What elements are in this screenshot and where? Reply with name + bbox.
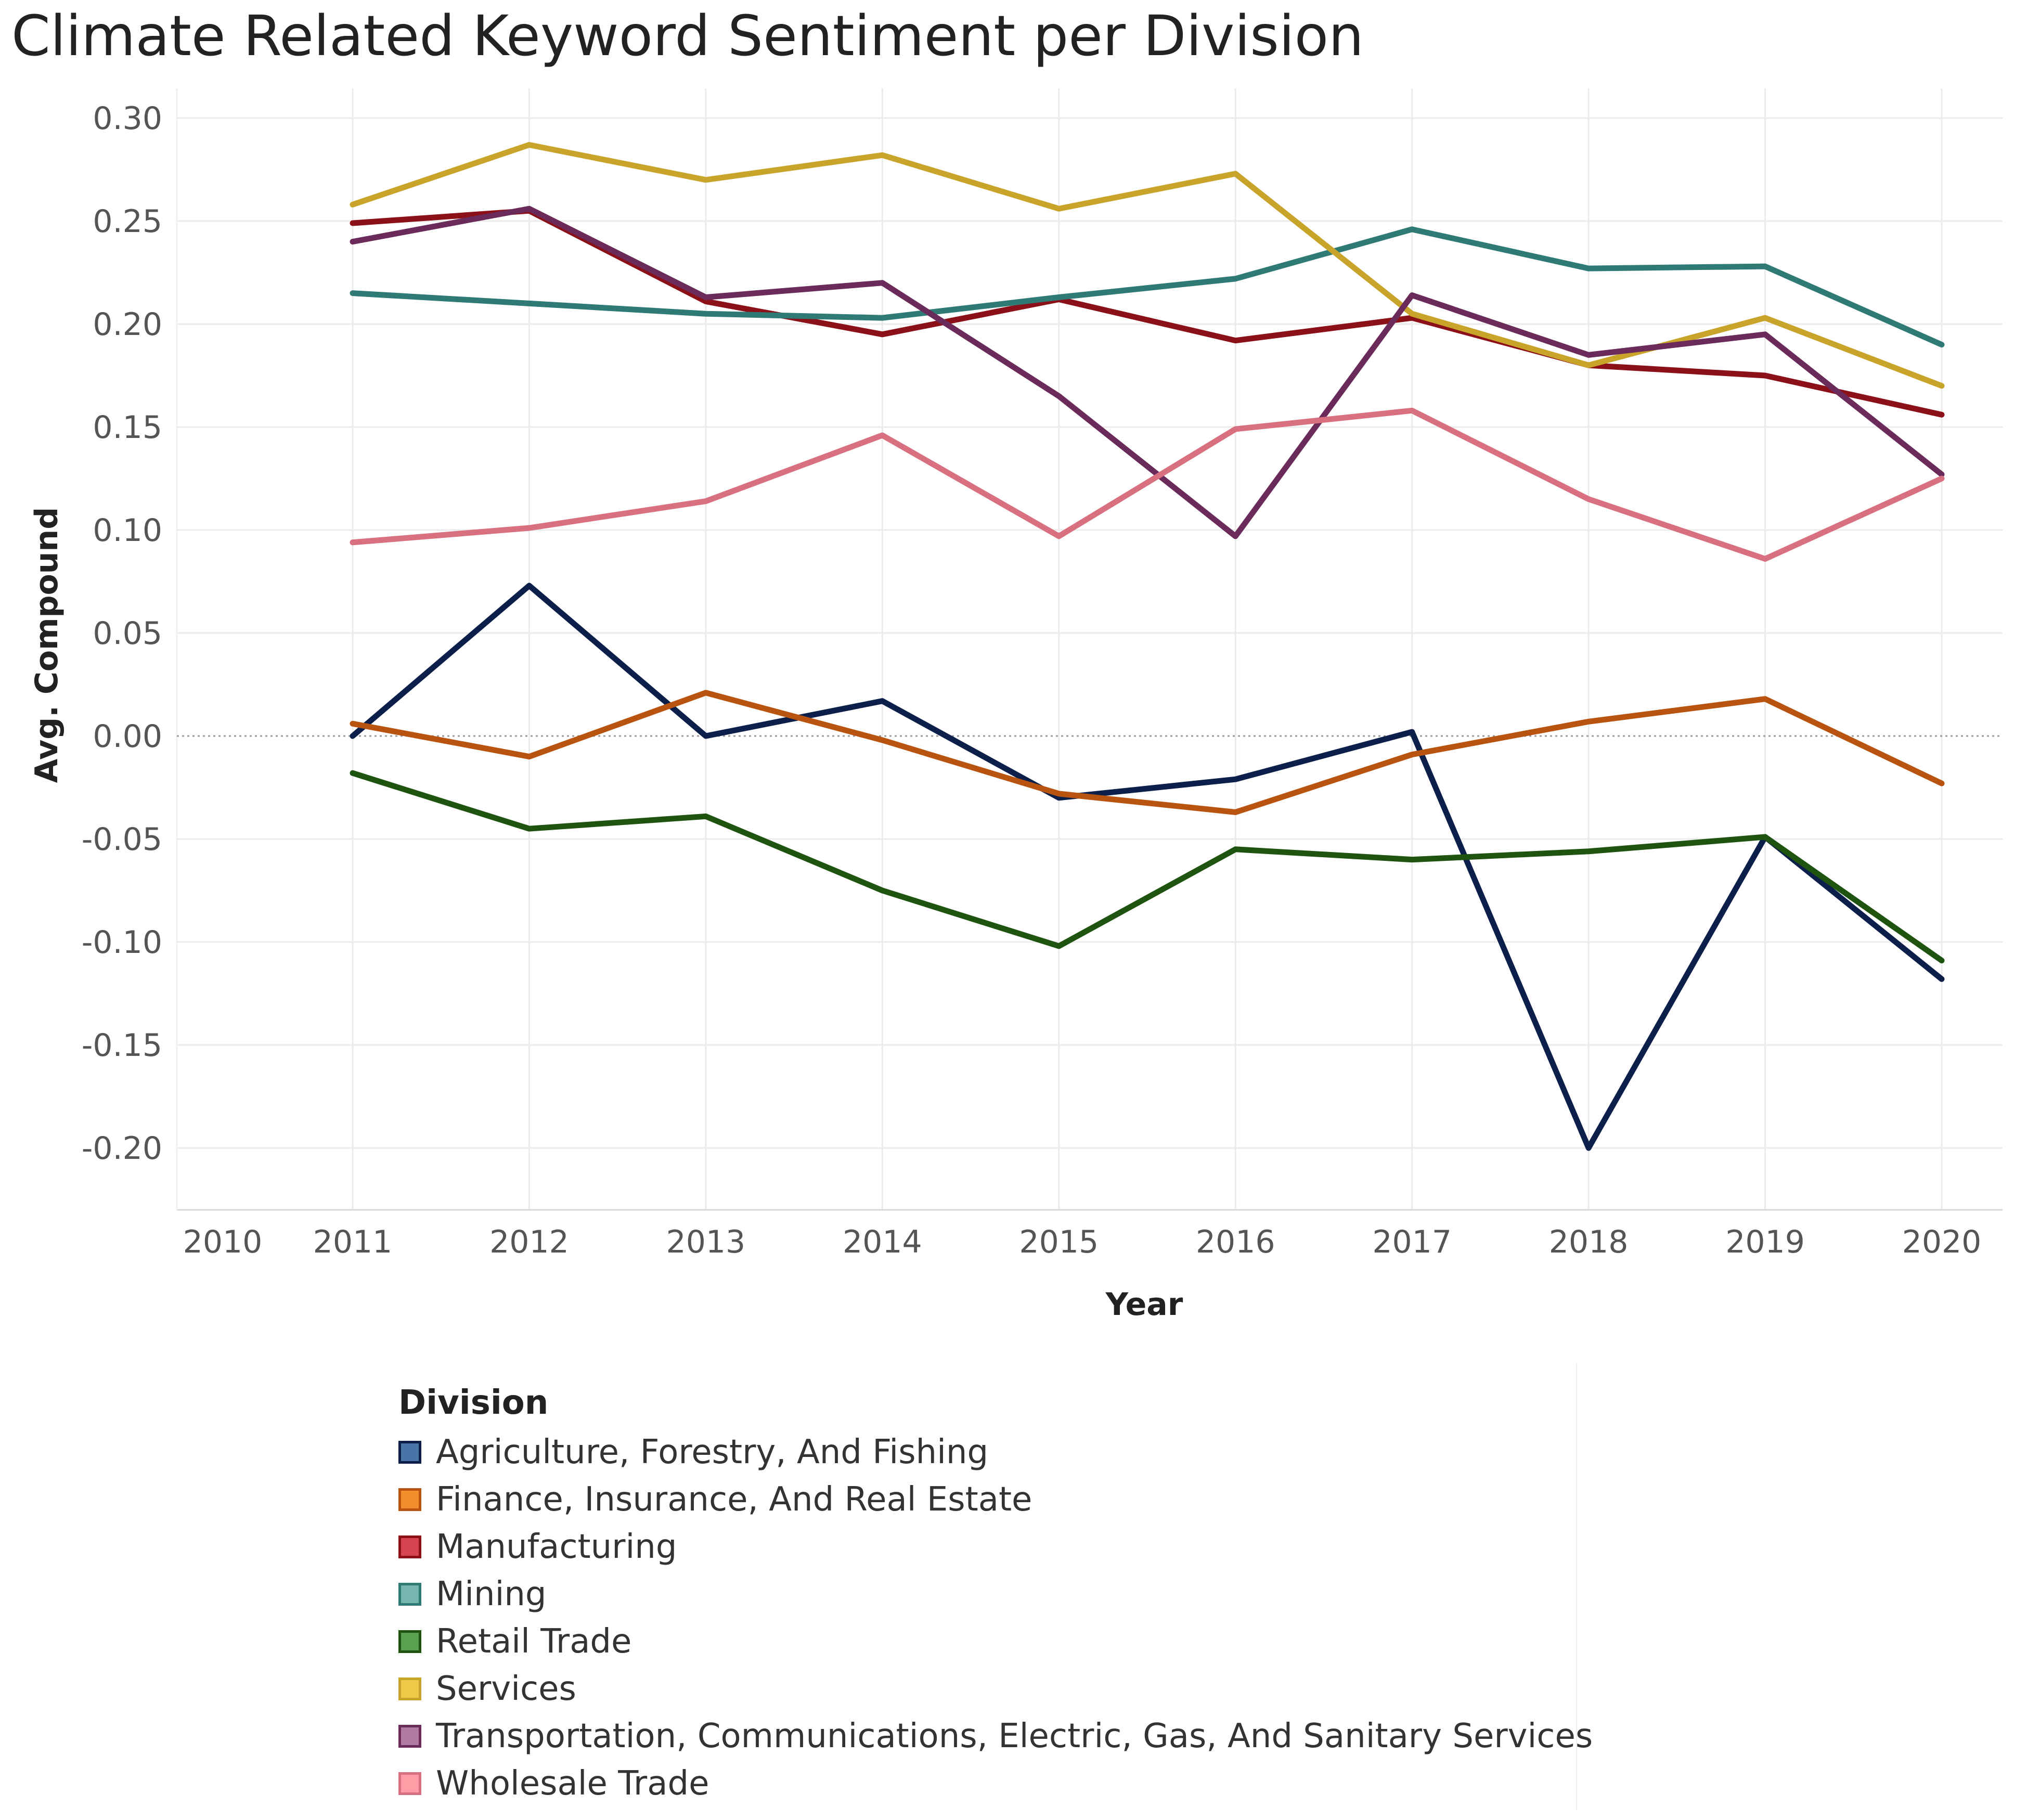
x-tick-labels: 2010 2011 2012 2013 2014 2015 2016 2017 2018 2019…	[183, 1224, 1982, 1260]
series-line-transportation-communications-electric-gas-and-sanitary-services	[350, 205, 1945, 539]
legend-items: Agriculture, Forestry, And Fishing Financ…	[398, 1428, 1593, 1807]
x-tick-label: 2017	[1372, 1224, 1452, 1260]
x-tick-label: 2011	[313, 1224, 393, 1260]
x-tick-label: 2020	[1902, 1224, 1982, 1260]
grid-layer	[176, 88, 2003, 1211]
legend-swatch	[398, 1630, 421, 1653]
legend-item-agriculture-forestry-and-fishing[interactable]: Agriculture, Forestry, And Fishing	[398, 1428, 1593, 1476]
x-tick-label: 2016	[1196, 1224, 1275, 1260]
y-axis-title: Avg. Compound	[29, 507, 65, 783]
legend-label: Manufacturing	[436, 1527, 677, 1566]
legend-item-mining[interactable]: Mining	[398, 1570, 1593, 1618]
legend-item-manufacturing[interactable]: Manufacturing	[398, 1523, 1593, 1570]
chart-plot: 0.30 0.25 0.20 0.15 0.10 0.05 0.00 -0.05 -0.10 -0…	[29, 88, 2003, 1323]
series-line-wholesale-trade	[350, 407, 1945, 562]
series-line-finance-insurance-and-real-estate	[350, 690, 1945, 816]
legend-label: Mining	[436, 1574, 547, 1614]
legend-item-wholesale-trade[interactable]: Wholesale Trade	[398, 1760, 1593, 1807]
series-line-services	[350, 141, 1945, 389]
y-tick-label: 0.00	[93, 718, 162, 755]
series-line-mining	[350, 226, 1945, 348]
y-tick-label: -0.20	[82, 1130, 162, 1167]
series-line-retail-trade	[350, 770, 1945, 964]
y-tick-label: 0.05	[93, 615, 162, 652]
legend-item-transportation-communications-electric-gas-and-sanitary-services[interactable]: Transportation, Communications, Electric…	[398, 1712, 1593, 1760]
x-axis-title: Year	[1105, 1286, 1183, 1323]
legend-divider	[1576, 1363, 1577, 1810]
legend-swatch	[398, 1535, 421, 1558]
legend-label: Wholesale Trade	[436, 1764, 709, 1803]
x-tick-label: 2015	[1019, 1224, 1099, 1260]
legend-label: Agriculture, Forestry, And Fishing	[436, 1432, 989, 1472]
x-tick-label: 2013	[666, 1224, 746, 1260]
legend-label: Finance, Insurance, And Real Estate	[436, 1480, 1032, 1519]
series-line-agriculture-forestry-and-fishing	[350, 583, 1945, 1151]
legend-item-services[interactable]: Services	[398, 1665, 1593, 1712]
legend-title: Division	[398, 1384, 549, 1422]
legend-label: Transportation, Communications, Electric…	[436, 1716, 1593, 1756]
legend-item-finance-insurance-and-real-estate[interactable]: Finance, Insurance, And Real Estate	[398, 1476, 1593, 1523]
y-tick-label: 0.30	[93, 100, 162, 137]
legend-swatch	[398, 1677, 421, 1700]
y-tick-labels: 0.30 0.25 0.20 0.15 0.10 0.05 0.00 -0.05 -0.10 -0…	[82, 100, 162, 1167]
legend-label: Services	[436, 1669, 576, 1708]
series-layer	[350, 141, 1945, 1151]
legend-swatch	[398, 1440, 421, 1464]
legend: Division Agriculture, Forestry, And Fish…	[398, 1384, 1593, 1807]
legend-item-retail-trade[interactable]: Retail Trade	[398, 1618, 1593, 1665]
x-tick-label: 2018	[1549, 1224, 1629, 1260]
y-tick-label: 0.10	[93, 512, 162, 549]
chart-title: Climate Related Keyword Sentiment per Di…	[11, 4, 1364, 69]
legend-label: Retail Trade	[436, 1622, 632, 1661]
y-tick-label: -0.15	[82, 1027, 162, 1064]
legend-swatch	[398, 1772, 421, 1795]
y-tick-label: -0.05	[82, 821, 162, 858]
y-tick-label: 0.15	[93, 409, 162, 446]
legend-swatch	[398, 1724, 421, 1748]
x-tick-label: 2019	[1725, 1224, 1805, 1260]
x-tick-label: 2012	[489, 1224, 569, 1260]
y-tick-label: 0.25	[93, 203, 162, 240]
legend-swatch	[398, 1488, 421, 1511]
y-tick-label: -0.10	[82, 924, 162, 961]
x-tick-label: 2010	[183, 1224, 263, 1260]
y-tick-label: 0.20	[93, 306, 162, 343]
x-tick-label: 2014	[843, 1224, 922, 1260]
legend-swatch	[398, 1582, 421, 1606]
